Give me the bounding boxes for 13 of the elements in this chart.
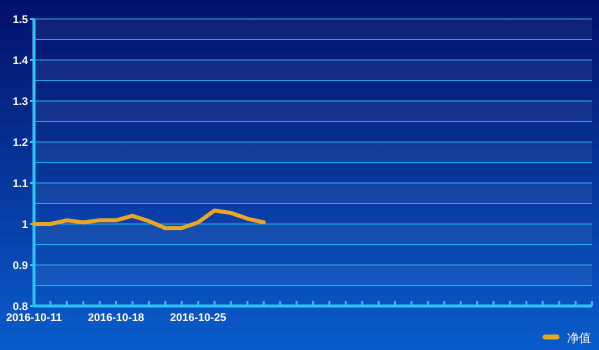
y-tick-label: 1.3 (12, 96, 28, 108)
x-tick-label: 2016-10-25 (170, 312, 226, 324)
legend-label: 净值 (567, 331, 591, 345)
y-tick-label: 0.9 (12, 260, 28, 272)
y-tick-label: 1 (22, 219, 28, 231)
y-tick-label: 1.1 (12, 178, 28, 190)
x-tick-label: 2016-10-11 (6, 312, 62, 324)
y-tick-label: 1.2 (12, 137, 28, 149)
y-tick-label: 1.5 (12, 14, 28, 26)
y-tick-label: 1.4 (12, 55, 29, 67)
y-tick-label: 0.8 (12, 301, 28, 313)
x-tick-label: 2016-10-18 (88, 312, 144, 324)
line-series (32, 208, 266, 230)
